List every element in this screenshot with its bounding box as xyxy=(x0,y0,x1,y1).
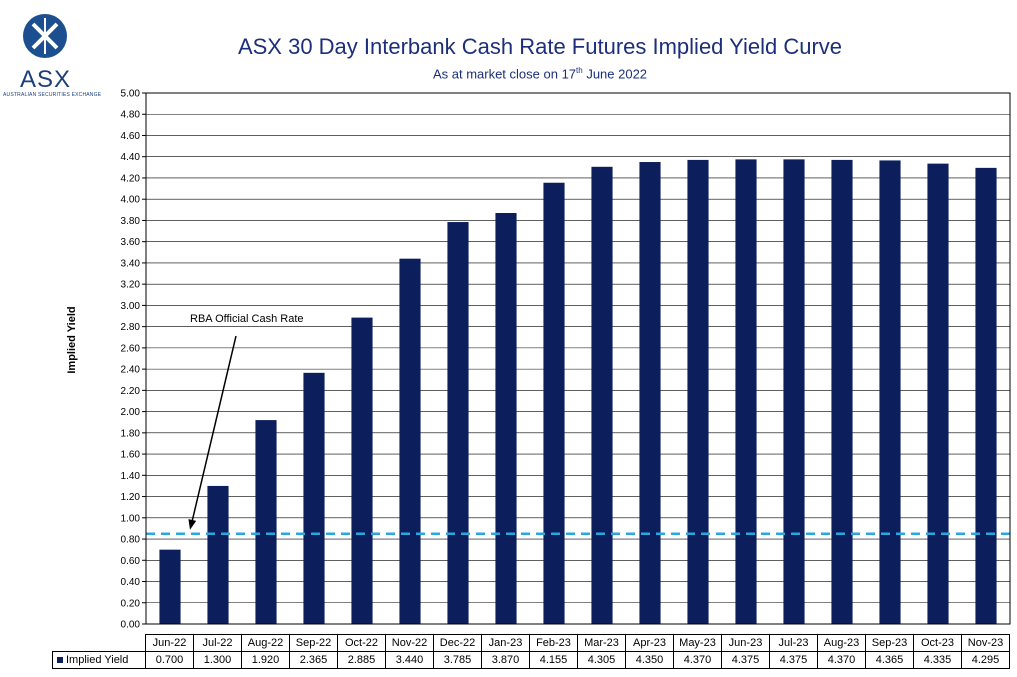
y-tick-label: 0.80 xyxy=(121,535,141,546)
bar-Jun-23 xyxy=(735,159,757,624)
data-label: 4.335 xyxy=(913,651,962,669)
data-label: 1.920 xyxy=(241,651,290,669)
asx-logo: ASX AUSTRALIAN SECURITIES EXCHANGE xyxy=(0,6,102,98)
category-label: Nov-22 xyxy=(385,634,434,652)
category-label: Dec-22 xyxy=(433,634,482,652)
category-label: Aug-22 xyxy=(241,634,290,652)
plot-border xyxy=(145,92,1011,625)
series-name-cell: Implied Yield xyxy=(52,651,146,669)
bar-Aug-23 xyxy=(831,159,853,624)
y-tick-label: 3.00 xyxy=(121,301,141,312)
bar-Jul-23 xyxy=(783,159,805,624)
y-tick-label: 3.60 xyxy=(121,237,141,248)
gridlines xyxy=(142,92,1010,625)
y-tick-labels: 0.00 0.20 0.40 0.60 0.80 1.00 1.20 1.40 1.60 1.80… xyxy=(121,89,141,631)
y-tick-label: 4.80 xyxy=(121,110,141,121)
y-tick-label: 4.60 xyxy=(121,131,141,142)
logo-text: ASX xyxy=(20,66,72,93)
category-label: Jan-23 xyxy=(481,634,530,652)
category-label: May-23 xyxy=(673,634,722,652)
bar-Nov-23 xyxy=(975,167,997,624)
y-tick-label: 3.80 xyxy=(121,216,141,227)
category-label: Jun-22 xyxy=(145,634,194,652)
y-tick-label: 5.00 xyxy=(121,89,141,100)
y-tick-label: 2.40 xyxy=(121,365,141,376)
y-tick-label: 4.40 xyxy=(121,152,141,163)
bar-Apr-23 xyxy=(639,162,661,624)
category-label: Oct-23 xyxy=(913,634,962,652)
data-table: Jun-22 Jul-22 Aug-22 Sep-22 Oct-22 Nov-22 Dec-… xyxy=(52,634,1010,669)
y-tick-label: 2.60 xyxy=(121,343,141,354)
category-label: Feb-23 xyxy=(529,634,578,652)
y-tick-label: 0.60 xyxy=(121,556,141,567)
category-label: Oct-22 xyxy=(337,634,386,652)
data-label: 4.375 xyxy=(769,651,818,669)
annotation-arrow xyxy=(188,335,237,530)
category-label: Jul-23 xyxy=(769,634,818,652)
y-tick-label: 1.40 xyxy=(121,471,141,482)
data-label: 4.375 xyxy=(721,651,770,669)
data-label: 3.785 xyxy=(433,651,482,669)
data-label: 0.700 xyxy=(145,651,194,669)
data-label: 4.370 xyxy=(817,651,866,669)
category-label: Jul-22 xyxy=(193,634,242,652)
bar-Mar-23 xyxy=(591,166,613,624)
y-tick-label: 1.00 xyxy=(121,513,141,524)
bar-Sep-23 xyxy=(879,160,901,624)
category-label: Sep-22 xyxy=(289,634,338,652)
y-tick-label: 0.00 xyxy=(121,620,141,631)
bar-Nov-22 xyxy=(399,258,421,624)
category-label: Sep-23 xyxy=(865,634,914,652)
data-label: 4.155 xyxy=(529,651,578,669)
y-tick-label: 1.60 xyxy=(121,450,141,461)
data-label: 4.370 xyxy=(673,651,722,669)
chart-title: ASX 30 Day Interbank Cash Rate Futures I… xyxy=(237,34,843,59)
category-label: Aug-23 xyxy=(817,634,866,652)
bar-Jun-22 xyxy=(159,549,181,624)
reference-line-label: RBA Official Cash Rate xyxy=(190,313,304,325)
bar-May-23 xyxy=(687,159,709,624)
y-tick-label: 1.80 xyxy=(121,428,141,439)
bars xyxy=(159,159,997,625)
category-row: Jun-22 Jul-22 Aug-22 Sep-22 Oct-22 Nov-22 Dec-… xyxy=(52,634,1010,652)
data-label: 1.300 xyxy=(193,651,242,669)
y-tick-label: 4.00 xyxy=(121,195,141,206)
logo-subtext: AUSTRALIAN SECURITIES EXCHANGE xyxy=(3,92,102,98)
bar-Oct-22 xyxy=(351,317,373,624)
bar-Feb-23 xyxy=(543,182,565,624)
value-row: Implied Yield 0.700 1.300 1.920 2.365 2.885 3.… xyxy=(52,651,1010,669)
data-label: 3.440 xyxy=(385,651,434,669)
data-label: 4.295 xyxy=(961,651,1010,669)
data-label: 4.365 xyxy=(865,651,914,669)
chart-subtitle: As at market close on 17th June 2022 xyxy=(432,66,648,82)
asx-logo-icon xyxy=(23,14,67,58)
data-label: 3.870 xyxy=(481,651,530,669)
y-tick-label: 2.20 xyxy=(121,386,141,397)
bar-Jul-22 xyxy=(207,485,229,624)
y-tick-label: 2.80 xyxy=(121,322,141,333)
category-label: Mar-23 xyxy=(577,634,626,652)
bar-Aug-22 xyxy=(255,420,277,624)
category-label: Apr-23 xyxy=(625,634,674,652)
data-label: 4.305 xyxy=(577,651,626,669)
data-label: 2.365 xyxy=(289,651,338,669)
category-label: Nov-23 xyxy=(961,634,1010,652)
y-tick-label: 3.40 xyxy=(121,258,141,269)
y-tick-label: 0.20 xyxy=(121,598,141,609)
y-tick-label: 4.20 xyxy=(121,173,141,184)
legend-key xyxy=(57,657,63,664)
series-name: Implied Yield xyxy=(66,654,129,666)
category-label: Jun-23 xyxy=(721,634,770,652)
bar-Dec-22 xyxy=(447,222,469,624)
y-tick-label: 3.20 xyxy=(121,280,141,291)
data-label: 4.350 xyxy=(625,651,674,669)
y-tick-label: 1.20 xyxy=(121,492,141,503)
bar-Jan-23 xyxy=(495,213,517,625)
bar-Sep-22 xyxy=(303,372,325,624)
bar-Oct-23 xyxy=(927,163,949,625)
y-tick-label: 0.40 xyxy=(121,577,141,588)
y-tick-label: 2.00 xyxy=(121,407,141,418)
data-label: 2.885 xyxy=(337,651,386,669)
